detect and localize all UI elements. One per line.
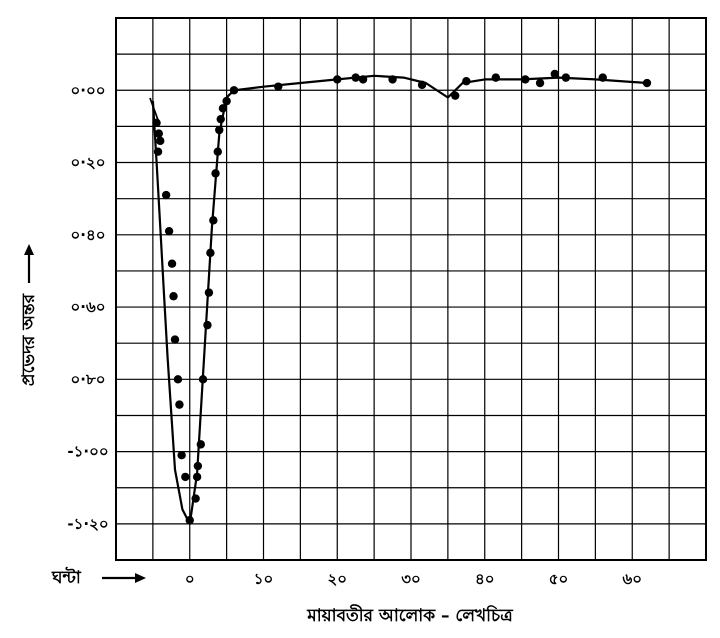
data-point bbox=[216, 114, 225, 124]
data-point bbox=[196, 440, 206, 449]
x-tick-label: ৪০ bbox=[475, 570, 495, 588]
data-point bbox=[215, 125, 224, 135]
data-point bbox=[218, 104, 228, 113]
data-point bbox=[417, 80, 427, 90]
y-axis-arrow-icon bbox=[24, 244, 34, 255]
y-tick-labels: ০·০০ ০·২০ ০·৪০ ০·৬০ ০·৮০ -১·০০ -১·২০ bbox=[67, 81, 108, 533]
data-point bbox=[462, 77, 471, 86]
data-point bbox=[204, 288, 214, 297]
data-point bbox=[167, 259, 177, 268]
x-tick-label: ০ bbox=[185, 570, 195, 588]
data-point bbox=[209, 216, 218, 225]
x-tick-label: ৫০ bbox=[549, 570, 569, 588]
data-point bbox=[550, 69, 560, 79]
x-tick-label: ৩০ bbox=[401, 570, 421, 588]
y-axis-label: প্রভেদর অন্তর bbox=[19, 293, 39, 386]
x-tick-label: ৬০ bbox=[622, 570, 642, 588]
data-point bbox=[191, 494, 200, 503]
data-point bbox=[333, 75, 342, 84]
data-point bbox=[170, 335, 180, 344]
data-point bbox=[164, 226, 174, 236]
curve-start-tick bbox=[149, 97, 159, 121]
data-point bbox=[211, 169, 220, 178]
data-point bbox=[229, 86, 239, 95]
data-point bbox=[491, 73, 501, 82]
data-point bbox=[153, 147, 163, 156]
x-tick-label: ১০ bbox=[254, 570, 274, 588]
data-point bbox=[152, 118, 161, 127]
data-point bbox=[193, 461, 203, 471]
data-point bbox=[561, 73, 571, 82]
data-point bbox=[161, 190, 171, 200]
data-point bbox=[213, 147, 222, 156]
data-point bbox=[351, 73, 360, 82]
data-point bbox=[642, 78, 652, 88]
data-points bbox=[152, 69, 652, 525]
data-point bbox=[222, 96, 231, 106]
data-point bbox=[175, 400, 184, 409]
data-point bbox=[206, 248, 215, 258]
data-point bbox=[173, 375, 183, 384]
data-point bbox=[451, 91, 460, 100]
data-point bbox=[203, 320, 212, 330]
x-axis-prefix: ঘন্টা bbox=[51, 566, 82, 588]
data-point bbox=[181, 472, 190, 482]
data-point bbox=[198, 375, 208, 384]
data-point bbox=[274, 82, 283, 91]
y-tick-label: -১·২০ bbox=[67, 515, 108, 533]
y-tick-label: ০·৪০ bbox=[71, 226, 106, 244]
y-tick-label: ০·৬০ bbox=[71, 298, 106, 316]
y-axis-label-group: প্রভেদর অন্তর bbox=[19, 293, 39, 386]
x-axis-label: মায়াবতীর আলোক – লেখচিত্র bbox=[306, 604, 514, 626]
x-axis-arrow-icon bbox=[135, 573, 146, 583]
data-point bbox=[154, 129, 163, 138]
data-point bbox=[156, 136, 165, 146]
chart-grid bbox=[116, 18, 706, 560]
y-tick-label: -১·০০ bbox=[67, 443, 108, 461]
y-tick-label: ০·০০ bbox=[71, 81, 106, 99]
y-tick-label: ০·৮০ bbox=[71, 370, 106, 388]
data-point bbox=[388, 75, 397, 84]
x-tick-label: ২০ bbox=[327, 570, 347, 588]
data-point bbox=[521, 75, 530, 84]
x-tick-labels: ০ ১০ ২০ ৩০ ৪০ ৫০ ৬০ bbox=[185, 570, 642, 588]
data-point bbox=[169, 292, 178, 301]
data-point bbox=[177, 451, 186, 460]
data-point bbox=[185, 516, 194, 525]
data-point bbox=[358, 75, 368, 84]
data-point bbox=[535, 78, 545, 88]
plot-frame bbox=[115, 17, 707, 561]
data-point bbox=[598, 73, 607, 82]
y-tick-label: ০·২০ bbox=[71, 154, 106, 172]
data-point bbox=[192, 472, 202, 482]
